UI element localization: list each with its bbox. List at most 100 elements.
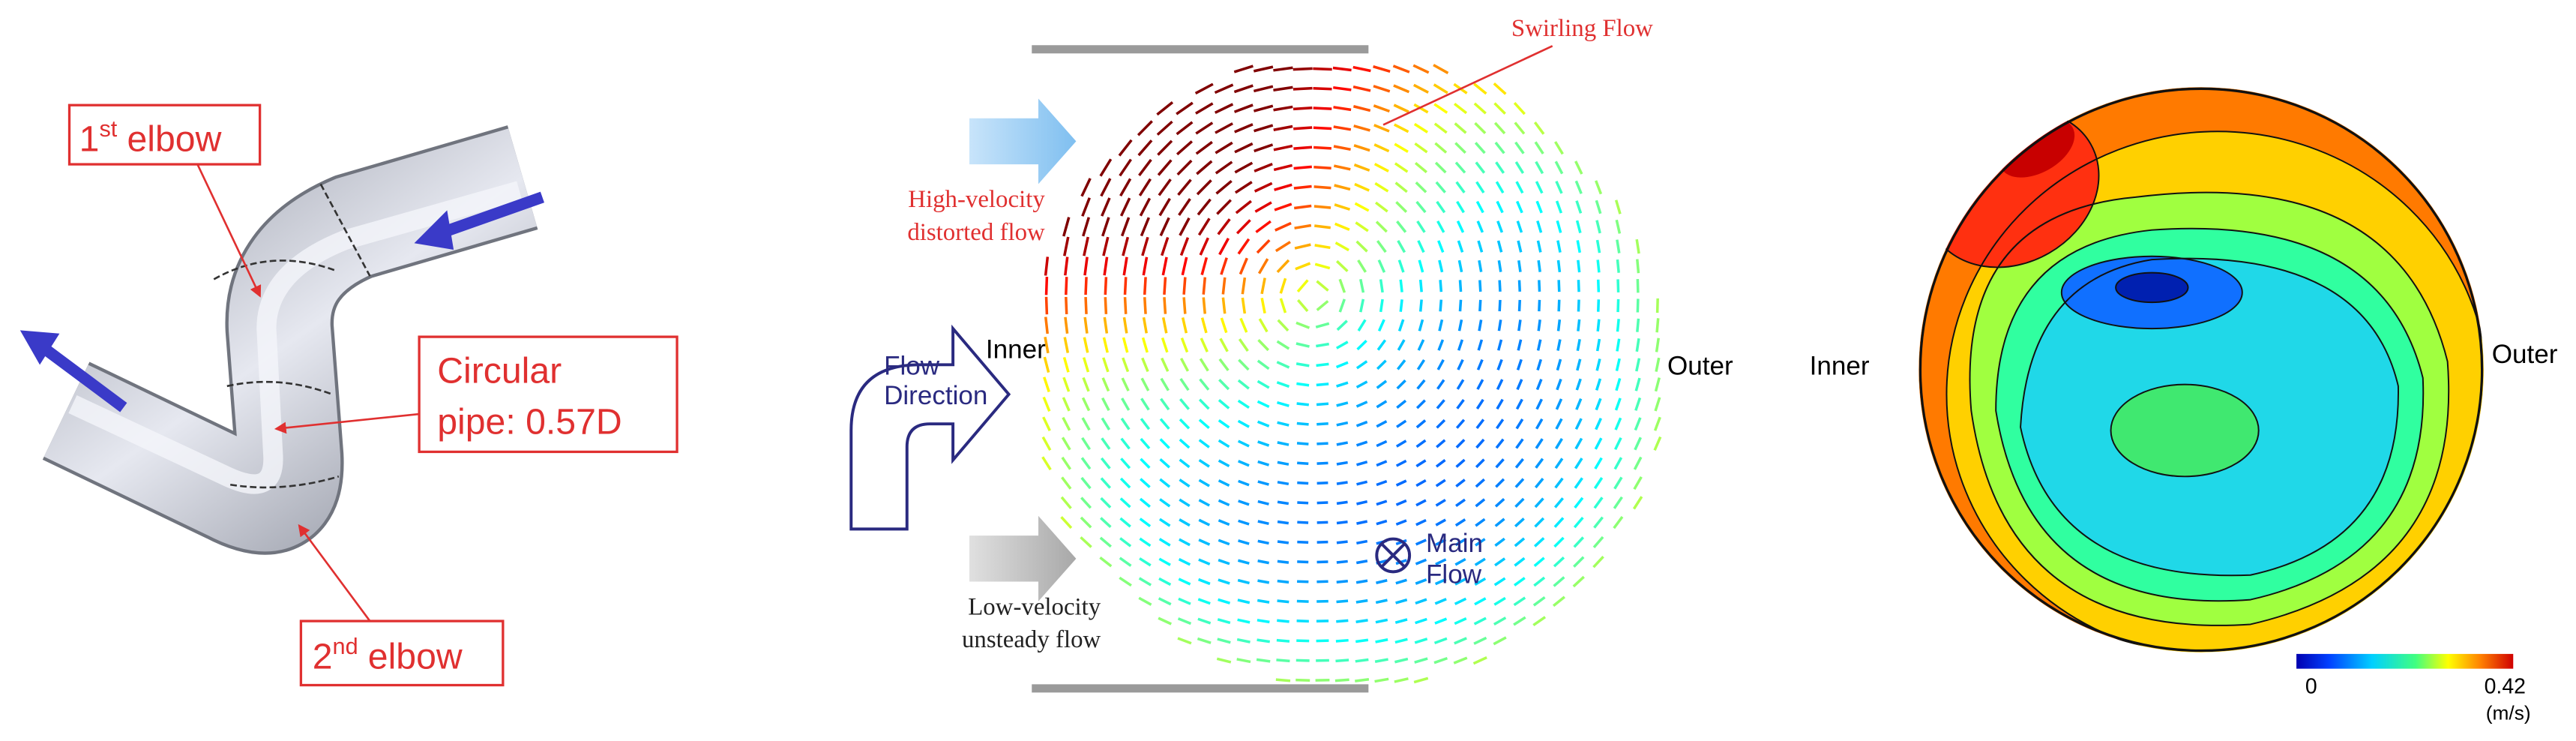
- velocity-vector: [1514, 577, 1526, 586]
- velocity-vector: [1293, 184, 1312, 190]
- velocity-vector: [1217, 218, 1231, 236]
- velocity-vector: [1042, 416, 1051, 431]
- velocity-vector: [1433, 64, 1449, 74]
- velocity-vector: [1376, 440, 1388, 448]
- velocity-vector: [1234, 161, 1254, 174]
- velocity-vector: [1160, 377, 1170, 392]
- velocity-vector: [1533, 576, 1546, 587]
- velocity-vector: [1237, 379, 1250, 390]
- velocity-vector: [1182, 297, 1187, 314]
- velocity-vector: [1279, 298, 1287, 314]
- velocity-vector: [1158, 178, 1172, 196]
- velocity-vector: [1537, 320, 1541, 332]
- velocity-vector: [1336, 460, 1348, 466]
- velocity-vector: [1083, 256, 1089, 276]
- velocity-vector: [1314, 244, 1331, 250]
- velocity-vector: [1575, 200, 1583, 214]
- velocity-vector: [1198, 458, 1210, 468]
- velocity-vector: [1354, 202, 1370, 212]
- velocity-vector: [1433, 83, 1448, 94]
- velocity-vector: [1333, 164, 1351, 171]
- velocity-vector: [1435, 558, 1447, 566]
- velocity-vector: [1595, 358, 1601, 371]
- velocity-vector: [1375, 220, 1388, 233]
- velocity-vector: [1593, 477, 1604, 490]
- velocity-vector: [1395, 440, 1407, 448]
- velocity-vector: [1257, 400, 1270, 409]
- velocity-vector: [1412, 64, 1430, 74]
- velocity-vector: [1179, 418, 1191, 430]
- velocity-vector: [1118, 139, 1133, 157]
- velocity-vector: [1218, 499, 1230, 507]
- velocity-vector: [1275, 678, 1291, 682]
- velocity-vector: [1080, 496, 1092, 509]
- velocity-vector: [1614, 417, 1622, 430]
- velocity-vector: [1103, 316, 1109, 334]
- velocity-vector: [1238, 358, 1250, 371]
- velocity-vector: [1458, 299, 1463, 312]
- velocity-vector: [1177, 178, 1192, 196]
- velocity-vector: [1454, 597, 1467, 605]
- velocity-vector: [1276, 361, 1290, 369]
- velocity-vector: [1257, 460, 1270, 466]
- velocity-vector: [1255, 220, 1272, 233]
- velocity-vector: [1394, 123, 1409, 134]
- velocity-vector: [1435, 499, 1446, 507]
- velocity-vector: [1100, 517, 1112, 528]
- velocity-vector: [1475, 161, 1486, 174]
- velocity-vector: [1395, 479, 1407, 487]
- velocity-vector: [1394, 142, 1409, 153]
- velocity-vector: [1179, 518, 1191, 527]
- velocity-vector: [1062, 416, 1071, 431]
- velocity-vector: [1455, 439, 1466, 448]
- velocity-vector: [1044, 337, 1050, 354]
- velocity-vector: [1178, 558, 1191, 566]
- velocity-vector: [1376, 380, 1388, 389]
- label-box: [418, 335, 678, 454]
- velocity-vector: [1296, 382, 1310, 387]
- velocity-vector: [1119, 576, 1132, 587]
- velocity-vector: [1238, 500, 1250, 506]
- velocity-vector: [1102, 337, 1109, 353]
- velocity-vector: [1535, 160, 1544, 175]
- velocity-vector: [1234, 142, 1254, 154]
- velocity-vector: [1397, 339, 1406, 351]
- velocity-vector: [1418, 319, 1424, 332]
- velocity-vector: [1635, 238, 1640, 254]
- velocity-vector: [1517, 339, 1523, 351]
- velocity-vector: [1416, 220, 1426, 233]
- velocity-vector: [1377, 259, 1386, 273]
- velocity-vector: [1596, 260, 1601, 273]
- velocity-vector: [1632, 496, 1643, 510]
- velocity-vector: [1355, 678, 1370, 682]
- velocity-vector: [1275, 241, 1291, 253]
- velocity-vector: [1218, 479, 1230, 488]
- velocity-vector: [1438, 260, 1444, 273]
- velocity-vector: [1198, 538, 1211, 546]
- velocity-vector: [1574, 437, 1583, 450]
- velocity-vector: [1140, 437, 1151, 450]
- velocity-vector: [1355, 560, 1368, 565]
- velocity-vector: [1412, 83, 1429, 94]
- velocity-vector: [1496, 379, 1504, 390]
- velocity-vector: [1197, 637, 1212, 644]
- velocity-vector: [1100, 496, 1112, 508]
- velocity-vector: [1595, 239, 1601, 254]
- velocity-vector: [1555, 200, 1563, 214]
- velocity-vector: [1237, 578, 1250, 585]
- velocity-vector: [1475, 498, 1486, 508]
- velocity-vector: [1336, 540, 1348, 544]
- velocity-vector: [1396, 419, 1407, 428]
- velocity-vector: [1064, 316, 1069, 334]
- velocity-vector: [1457, 240, 1464, 253]
- main-flow-symbol: [1380, 542, 1406, 568]
- velocity-vector: [1376, 339, 1387, 351]
- velocity-vector: [1142, 256, 1149, 276]
- velocity-vector: [1498, 280, 1502, 292]
- velocity-vector: [1616, 279, 1620, 292]
- velocity-vector: [1163, 277, 1167, 296]
- velocity-vector: [1474, 597, 1487, 606]
- velocity-vector: [1594, 437, 1603, 450]
- velocity-vector: [1237, 419, 1250, 428]
- velocity-vector: [1296, 402, 1309, 406]
